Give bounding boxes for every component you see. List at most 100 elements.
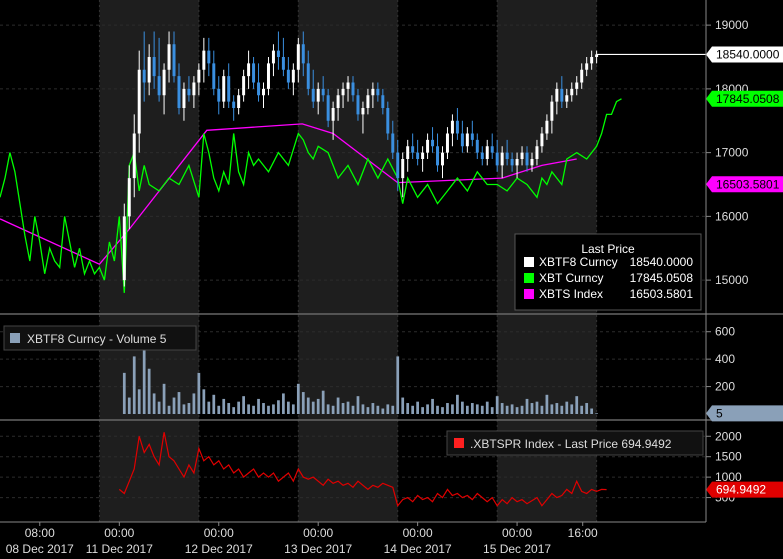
candle-body [515,159,519,166]
volume-bar [451,404,454,414]
x-axis: 08:00 08 Dec 2017 00:00 11 Dec 2017 00:00 12 … [0,521,706,556]
volume-bar [530,403,534,414]
volume-bar [232,407,236,414]
volume-bar [386,404,390,414]
x-tick-time: 08:00 [25,526,55,540]
volume-bar [401,397,405,414]
volume-bar [480,405,484,414]
last-value-tag [706,481,783,498]
volume-bar [535,401,539,414]
volume-panel: 600 400 200 5 XBTF8 Curncy - Volume 5 [3,325,783,422]
volume-bar [282,393,285,414]
legend-name: XBTF8 Curncy [539,255,618,269]
candle-body [535,146,539,159]
volume-bar [416,401,420,414]
x-tick-date: 13 Dec 2017 [284,542,352,556]
volume-bar [217,405,221,414]
volume-bar [137,389,141,414]
candle-body [356,95,360,115]
candle-body [595,54,599,57]
candle-body [341,88,345,96]
candle-body [490,146,494,153]
candle-body [381,95,385,108]
volume-bar [391,405,395,414]
candle-body [376,88,380,96]
volume-bar [361,404,365,414]
x-tick-time: 00:00 [104,526,134,540]
legend-swatch [524,289,534,299]
candle-body [182,88,186,108]
volume-bar [406,403,410,414]
legend-swatch [524,257,534,267]
volume-bar [565,401,569,414]
volume-bar [545,394,549,414]
volume-bar [212,394,216,414]
candle-body [262,88,265,96]
candle-body [172,44,176,77]
volume-bar [177,392,181,414]
candle-body [520,152,524,159]
candle-body [475,139,479,153]
candle-body [311,88,315,102]
volume-bar [485,401,489,414]
last-value-tag [706,405,783,422]
candle-body [202,50,206,70]
candle-body [421,152,425,159]
candle-body [445,133,449,153]
candle-body [406,146,410,159]
candle-body [187,88,191,96]
volume-bar [465,405,469,414]
volume-legend-swatch [10,333,20,343]
volume-bar [247,404,250,414]
volume-bar [267,405,270,414]
volume-bar [286,401,290,414]
y-tick-label: 15000 [715,273,749,287]
volume-bar [475,404,479,414]
volume-bar [376,405,380,414]
volume-bar [356,396,360,414]
volume-bar [515,407,519,414]
volume-bar [306,397,310,414]
volume-bar [237,401,241,414]
candle-body [167,44,171,70]
volume-bar [436,405,439,414]
candle-body [242,76,246,96]
volume-bar [495,396,499,414]
volume-bar [272,404,275,414]
series-xbtspr-index [118,432,607,507]
volume-bar [456,394,459,414]
volume-bar [162,383,166,414]
candle-body [276,50,280,57]
y-tick-label: 1000 [715,470,742,484]
volume-bar [555,403,559,414]
candle-body [525,152,529,166]
volume-bar [252,405,255,414]
candle-body [396,152,400,179]
candle-body [271,50,275,64]
volume-bar [520,405,524,414]
candle-body [336,95,340,108]
candle-body [545,120,549,134]
x-tick-time: 00:00 [204,526,234,540]
volume-bar [346,401,350,414]
volume-bar [227,403,231,414]
y-tick-label: 19000 [715,18,749,32]
last-value-tag [706,90,783,107]
volume-bar [570,404,574,414]
y-tick-label: 17000 [715,146,749,160]
candle-body [386,108,390,134]
last-value-text: 5 [716,406,723,420]
volume-bar [242,396,245,414]
candle-body [565,95,569,102]
volume-bar [301,392,305,414]
candle-body [510,159,514,166]
volume-bar [411,405,415,414]
last-value-text: 18540.0000 [716,47,780,61]
volume-bar [222,398,226,414]
candle-body [162,69,166,96]
spread-panel: 200015001000500 694.9492 .XBTSPR Index -… [118,429,783,507]
candle-body [411,146,415,153]
x-tick-time: 00:00 [502,526,532,540]
candle-body [281,57,285,70]
